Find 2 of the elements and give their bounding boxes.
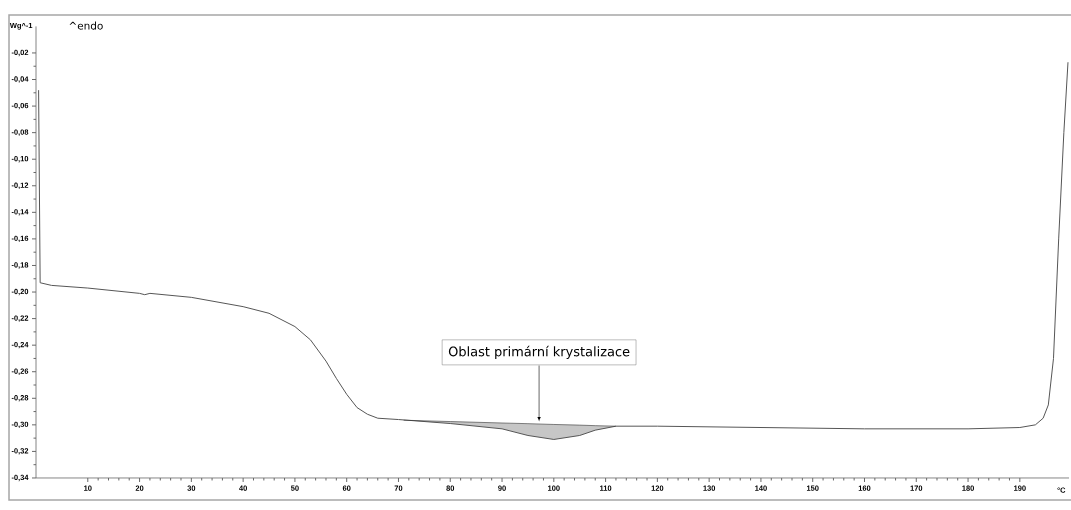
annotation: ^endo	[69, 21, 103, 30]
annotation: Oblast primární krystalizace	[448, 345, 630, 359]
